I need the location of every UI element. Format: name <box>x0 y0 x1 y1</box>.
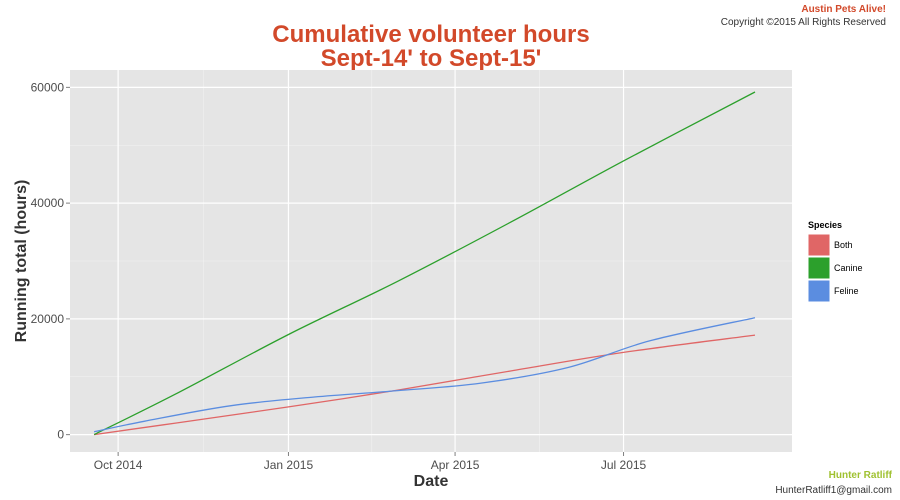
chart-title-line-1: Cumulative volunteer hours <box>272 21 589 48</box>
legend: Species Both Canine Feline <box>807 220 863 303</box>
x-axis-ticks: Oct 2014 Jan 2015 Apr 2015 Jul 2015 <box>94 452 647 472</box>
series-line-feline <box>93 317 756 433</box>
x-tick-label: Jul 2015 <box>601 458 647 472</box>
y-axis-title: Running total (hours) <box>13 180 30 343</box>
legend-key-both <box>807 233 831 257</box>
series-lines <box>93 91 756 436</box>
legend-label-feline: Feline <box>834 286 859 296</box>
legend-label-canine: Canine <box>834 263 863 273</box>
y-tick-label: 60000 <box>31 80 65 94</box>
grid-lines <box>70 70 792 452</box>
legend-key-canine <box>807 256 831 280</box>
x-axis-title: Date <box>414 473 449 490</box>
y-tick-label: 20000 <box>31 312 65 326</box>
copyright-notice: Copyright ©2015 All Rights Reserved <box>720 17 886 28</box>
legend-title: Species <box>808 220 842 230</box>
series-line-canine <box>93 91 756 436</box>
y-tick-label: 40000 <box>31 196 65 210</box>
legend-key-feline <box>807 279 831 303</box>
chart-title-line-2: Sept-14' to Sept-15' <box>321 45 542 72</box>
x-tick-label: Jan 2015 <box>264 458 314 472</box>
legend-label-both: Both <box>834 240 853 250</box>
x-tick-label: Apr 2015 <box>431 458 480 472</box>
author-email: HunterRatliff1@gmail.com <box>775 485 892 496</box>
author-name: Hunter Ratliff <box>828 470 892 481</box>
org-name: Austin Pets Alive! <box>801 4 886 15</box>
y-tick-label: 0 <box>57 428 64 442</box>
x-tick-label: Oct 2014 <box>94 458 143 472</box>
y-axis-ticks: 0 20000 40000 60000 <box>31 80 70 442</box>
